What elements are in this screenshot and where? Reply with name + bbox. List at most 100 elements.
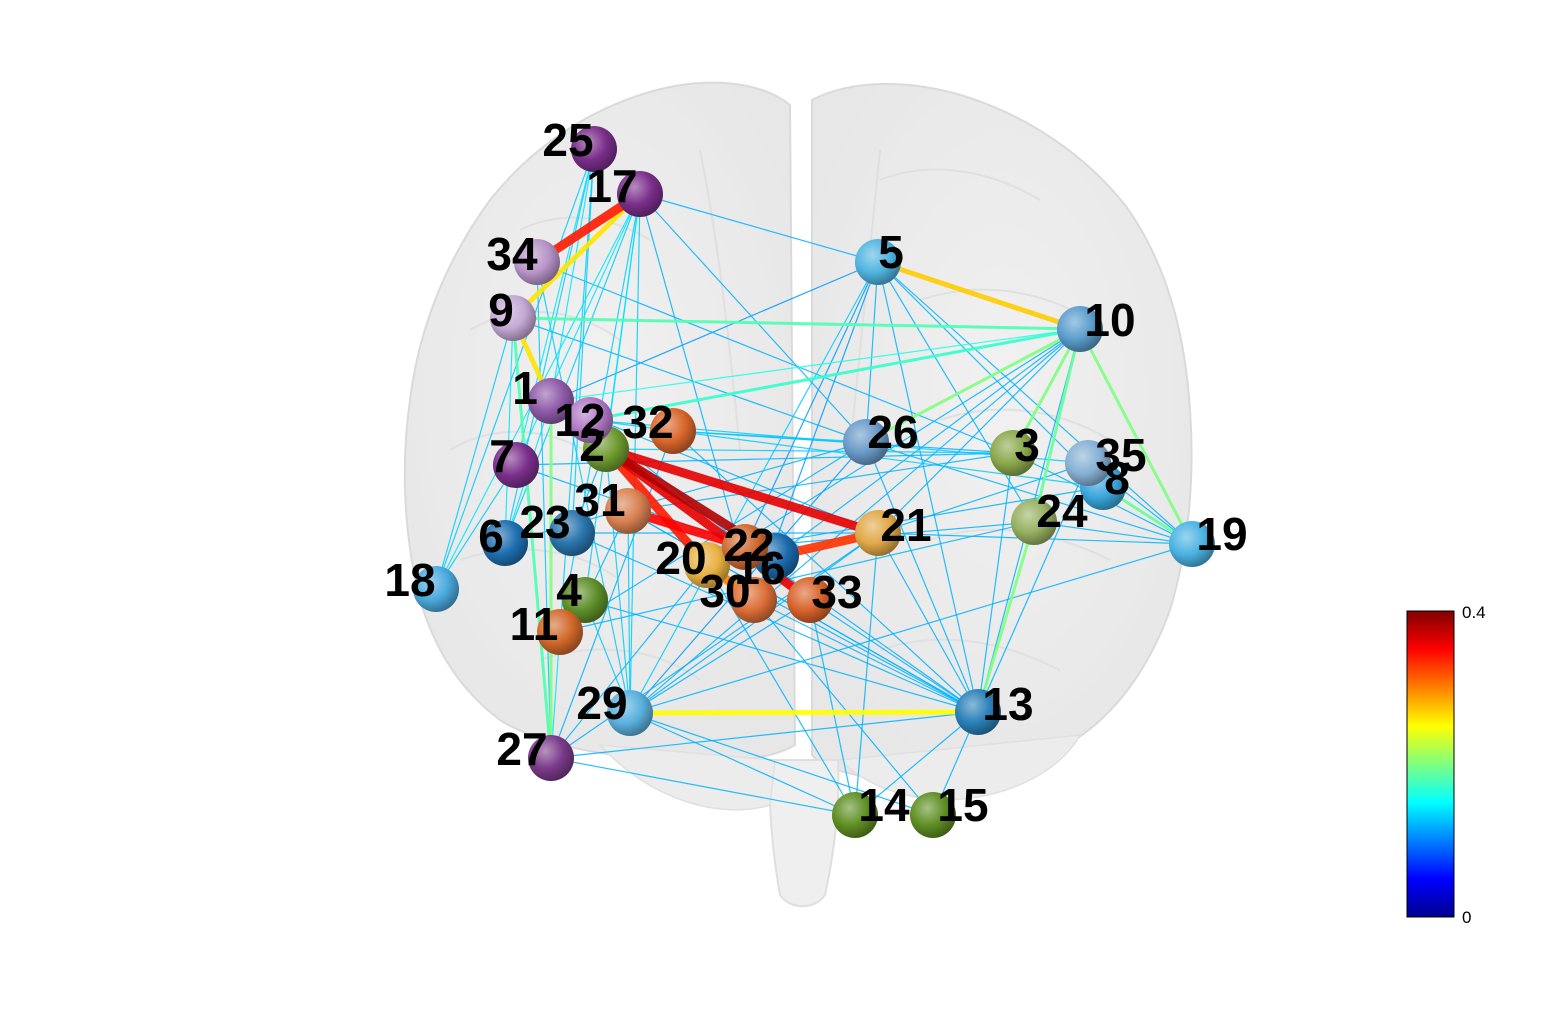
node-label-2: 2 (579, 419, 605, 471)
edge-10-29 (629, 328, 1081, 714)
edge-26-19 (865, 441, 1193, 545)
node-label-30: 30 (699, 565, 750, 617)
edge-27-14 (550, 757, 856, 816)
edge-24-19 (1033, 521, 1193, 545)
node-label-6: 6 (478, 510, 504, 562)
node-label-22: 22 (723, 519, 774, 571)
edge-25-1 (550, 148, 595, 402)
edge-10-26 (864, 327, 1082, 444)
node-label-18: 18 (384, 554, 435, 606)
node-label-27: 27 (496, 723, 547, 775)
node-label-5: 5 (878, 226, 904, 278)
node-label-8: 8 (1104, 452, 1130, 504)
edge-33-13 (809, 599, 979, 713)
edge-29-33 (629, 599, 811, 714)
node-23 (549, 510, 595, 556)
node-label-21: 21 (880, 499, 931, 551)
node-9 (490, 295, 536, 341)
edge-7-18 (435, 464, 517, 590)
node-19 (1169, 521, 1215, 567)
edge-14-33 (809, 599, 856, 816)
edge-9-27 (511, 316, 553, 760)
edge-10-19 (1078, 327, 1194, 546)
node-20 (684, 542, 730, 588)
edge-13-4 (584, 599, 979, 713)
node-label-24: 24 (1036, 485, 1088, 537)
edge-29-14 (629, 712, 856, 816)
edge-8-22 (744, 486, 1104, 548)
node-label-4: 4 (556, 564, 582, 616)
node-7 (493, 442, 539, 488)
edge-2-29 (605, 448, 631, 714)
edge-19-29 (629, 543, 1193, 714)
colorbar-min-label: 0 (1462, 908, 1471, 927)
node-label-9: 9 (488, 284, 514, 336)
edge-25-7 (515, 148, 595, 466)
node-label-32: 32 (622, 396, 673, 448)
edge-23-13 (571, 532, 979, 713)
edge-9-6 (504, 317, 514, 544)
node-30 (731, 577, 777, 623)
node-3 (990, 430, 1036, 476)
node-label-15: 15 (937, 779, 988, 831)
node-17 (617, 171, 663, 217)
edge-5-26 (865, 261, 879, 443)
edge-10-21 (877, 328, 1081, 534)
node-5 (855, 239, 901, 285)
edge-5-24 (877, 261, 1035, 523)
colorbar-max-label: 0.4 (1462, 603, 1486, 622)
edge-10-24 (1032, 327, 1082, 524)
edge-5-1 (550, 261, 879, 402)
edge-10-1 (550, 328, 1081, 402)
edge-29-15 (629, 712, 934, 816)
brain-surface (403, 81, 1193, 908)
node-label-35: 35 (1095, 429, 1146, 481)
node-6 (482, 520, 528, 566)
network-nodes (413, 126, 1215, 838)
node-label-14: 14 (858, 779, 910, 831)
edge-10-9 (511, 316, 1082, 331)
edge-35-13 (977, 462, 1089, 713)
node-label-7: 7 (489, 430, 515, 482)
edge-21-14 (854, 532, 879, 816)
node-label-29: 29 (576, 677, 627, 729)
edge-3-13 (977, 452, 1014, 713)
edge-17-26 (639, 193, 867, 443)
node-32 (650, 408, 696, 454)
node-26 (843, 419, 889, 465)
node-label-20: 20 (655, 532, 706, 584)
edge-5-8 (877, 261, 1104, 488)
edge-18-9 (435, 317, 514, 590)
node-24 (1011, 499, 1057, 545)
node-label-23: 23 (519, 496, 570, 548)
brainstem (768, 759, 840, 908)
node-label-3: 3 (1014, 419, 1040, 471)
edge-2-20 (601, 444, 712, 570)
node-label-17: 17 (586, 160, 637, 212)
edge-15-30 (753, 599, 934, 816)
edge-10-12 (588, 327, 1082, 422)
node-25 (571, 126, 617, 172)
sulci (449, 149, 1111, 681)
node-label-13: 13 (982, 678, 1033, 730)
edge-20-10 (706, 328, 1081, 566)
edge-5-19 (877, 261, 1193, 545)
node-18 (413, 566, 459, 612)
node-label-19: 19 (1196, 508, 1247, 560)
node-4 (562, 577, 608, 623)
colorbar: 0.4 0 (1406, 603, 1486, 927)
node-label-12: 12 (554, 394, 605, 446)
node-13 (955, 689, 1001, 735)
node-10 (1057, 306, 1103, 352)
edge-21-13 (877, 532, 979, 713)
edge-17-5 (639, 193, 879, 263)
edge-5-10 (875, 259, 1083, 332)
edge-35-21 (877, 462, 1089, 534)
edge-25-23 (571, 148, 595, 534)
edge-31-29 (627, 510, 631, 714)
edge-17-9 (510, 191, 643, 321)
cerebellum-left (598, 744, 776, 811)
node-29 (607, 690, 653, 736)
